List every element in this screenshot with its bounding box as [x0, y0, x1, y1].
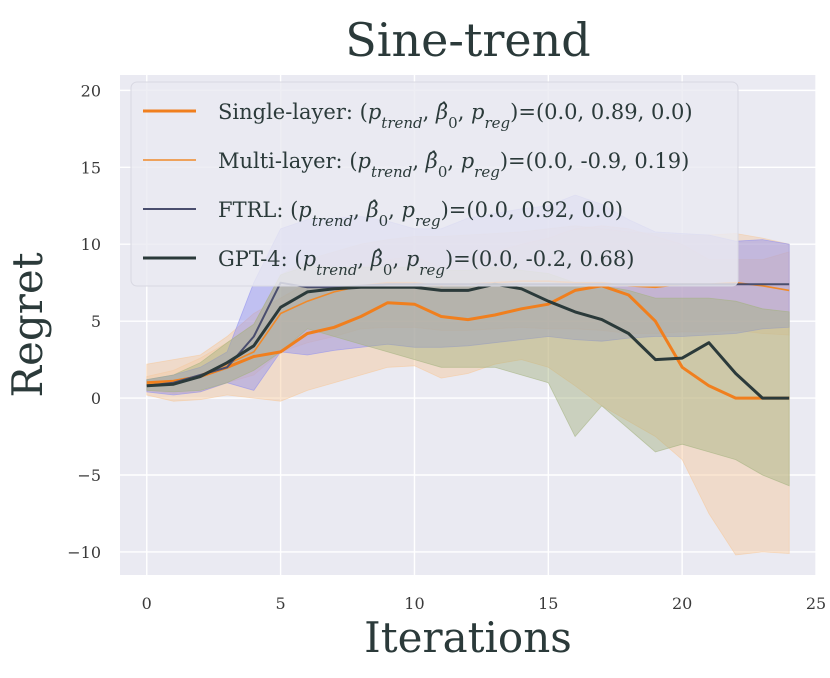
- y-tick-label: 10: [81, 235, 101, 254]
- legend-label-2: FTRL: (ptrend, β̂0, preg)=(0.0, 0.92, 0.…: [218, 198, 623, 230]
- line-series-3: [146, 282, 790, 400]
- chart-title: Sine-trend: [345, 13, 590, 67]
- x-tick-label: 0: [142, 594, 152, 613]
- x-tick-label: 10: [404, 594, 424, 613]
- legend-label-3: GPT-4: (ptrend, β̂0, preg)=(0.0, -0.2, 0…: [218, 247, 634, 279]
- legend-label-1: Multi-layer: (ptrend, β̂0, preg)=(0.0, -…: [218, 149, 689, 181]
- legend-label-0: Single-layer: (ptrend, β̂0, preg)=(0.0, …: [218, 100, 693, 132]
- y-axis-label: Regret: [3, 252, 52, 397]
- y-tick-label: 5: [91, 312, 101, 331]
- legend: Single-layer: (ptrend, β̂0, preg)=(0.0, …: [130, 81, 739, 287]
- x-tick-label: 15: [538, 594, 558, 613]
- y-tick-labels: −10 −5 0 5 10 15 20: [67, 81, 101, 562]
- y-tick-label: 15: [81, 158, 101, 177]
- x-tick-label: 5: [276, 594, 286, 613]
- y-tick-label: 20: [81, 81, 101, 100]
- y-tick-label: 0: [91, 389, 101, 408]
- x-axis-label: Iterations: [364, 613, 572, 662]
- y-tick-label: −10: [67, 543, 101, 562]
- x-tick-labels: 0 5 10 15 20 25: [142, 594, 827, 613]
- line-series-0: [146, 284, 790, 400]
- x-tick-label: 25: [806, 594, 826, 613]
- y-tick-label: −5: [77, 466, 101, 485]
- x-tick-label: 20: [672, 594, 692, 613]
